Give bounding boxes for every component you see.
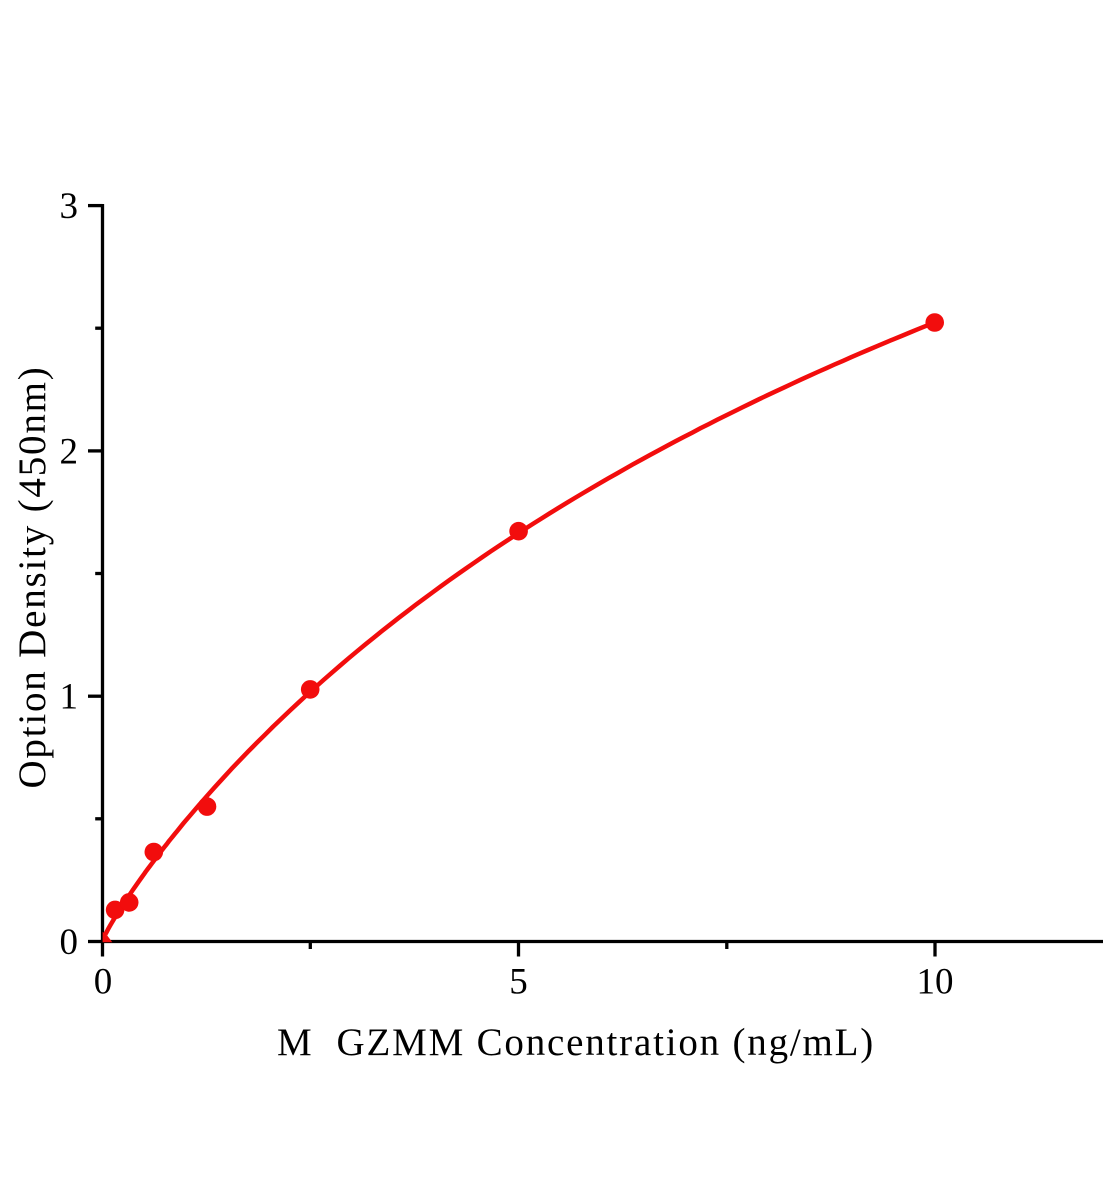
- svg-text:5: 5: [509, 962, 528, 1003]
- svg-text:1: 1: [60, 677, 79, 718]
- svg-text:0: 0: [60, 922, 79, 963]
- svg-text:0: 0: [94, 962, 113, 1003]
- svg-text:3: 3: [60, 186, 79, 227]
- svg-text:Option Density (450nm): Option Density (450nm): [11, 365, 54, 788]
- svg-text:M GZMM Concentration (ng/mL): M GZMM Concentration (ng/mL): [277, 1021, 875, 1064]
- svg-text:10: 10: [917, 962, 954, 1003]
- svg-text:2: 2: [60, 431, 79, 472]
